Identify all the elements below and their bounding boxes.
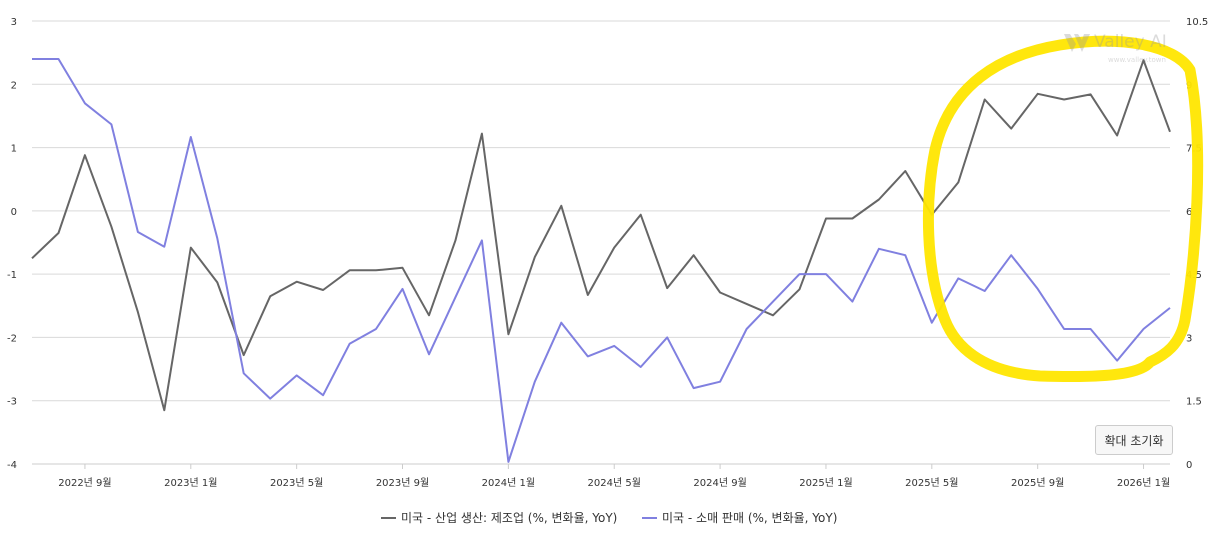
- right-y-tick-label: 3: [1186, 333, 1192, 344]
- left-y-tick-label: -2: [7, 333, 17, 344]
- x-tick-label: 2026년 1월: [1117, 477, 1170, 489]
- x-tick-label: 2023년 1월: [164, 477, 217, 489]
- left-y-tick-label: 3: [11, 17, 17, 28]
- left-y-tick-label: -1: [7, 270, 17, 281]
- left-y-tick-label: 2: [11, 80, 17, 91]
- x-tick-label: 2023년 9월: [376, 477, 429, 489]
- series-line-retail-sales[interactable]: [32, 58, 1171, 463]
- watermark-name: Valley AI: [1094, 32, 1167, 52]
- yellow-highlight-annotation: [922, 35, 1204, 383]
- x-tick-label: 2022년 9월: [58, 477, 111, 489]
- right-y-tick-label: 0: [1186, 460, 1192, 471]
- x-tick-label: 2024년 1월: [482, 477, 535, 489]
- x-tick-label: 2025년 9월: [1011, 477, 1064, 489]
- left-y-tick-label: -3: [7, 397, 17, 408]
- series-line-manufacturing[interactable]: [31, 59, 1171, 412]
- right-y-tick-label: 6: [1186, 207, 1192, 218]
- reset-zoom-button[interactable]: 확대 초기화: [1095, 425, 1173, 455]
- x-tick-label: 2024년 5월: [588, 477, 641, 489]
- right-y-tick-label: 1.5: [1186, 397, 1202, 408]
- x-tick-label: 2025년 5월: [905, 477, 958, 489]
- valley-ai-watermark: Valley AI www.valley.town: [1062, 30, 1167, 64]
- legend-label-manufacturing[interactable]: 미국 - 산업 생산: 제조업 (%, 변화율, YoY): [401, 511, 617, 525]
- x-tick-label: 2025년 1월: [799, 477, 852, 489]
- right-y-tick-label: 10.5: [1186, 17, 1208, 28]
- x-axis: 2022년 9월 2023년 1월 2023년 5월 2023년 9월 2024년 1월…: [32, 463, 1170, 489]
- left-y-tick-label: -4: [7, 460, 17, 471]
- legend-label-retail-sales[interactable]: 미국 - 소매 판매 (%, 변화율, YoY): [662, 511, 837, 525]
- left-y-axis: 3 2 1 0 -1 -2 -3 -4: [7, 17, 17, 471]
- legend: 미국 - 산업 생산: 제조업 (%, 변화율, YoY) 미국 - 소매 판매…: [381, 511, 837, 525]
- x-tick-label: 2023년 5월: [270, 477, 323, 489]
- watermark-url: www.valley.town: [1108, 56, 1166, 64]
- valley-logo-icon: [1064, 34, 1090, 52]
- left-y-tick-label: 0: [11, 207, 17, 218]
- grid-lines: [32, 20, 1170, 465]
- x-tick-label: 2024년 9월: [693, 477, 746, 489]
- series-lines: [31, 58, 1171, 463]
- left-y-tick-label: 1: [11, 144, 17, 155]
